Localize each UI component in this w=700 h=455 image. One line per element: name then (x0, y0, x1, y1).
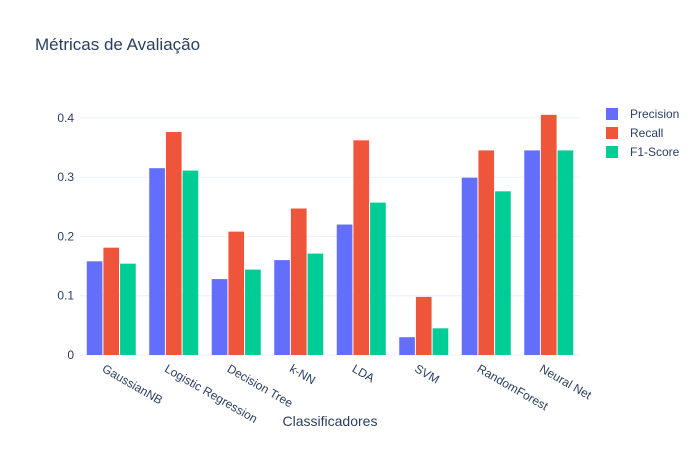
bar-precision[interactable] (86, 261, 103, 355)
bar-recall[interactable] (540, 114, 557, 355)
legend-label[interactable]: F1-Score (630, 145, 680, 159)
legend-label[interactable]: Precision (630, 107, 679, 121)
bar-precision[interactable] (336, 224, 353, 355)
bar-recall[interactable] (415, 296, 432, 355)
bar-recall[interactable] (478, 150, 495, 355)
legend-swatch[interactable] (606, 108, 618, 120)
legend[interactable]: Precision Recall F1-Score (606, 107, 680, 159)
bar-recall[interactable] (290, 208, 307, 355)
bar-precision[interactable] (461, 177, 478, 355)
legend-swatch[interactable] (606, 146, 618, 158)
legend-label[interactable]: Recall (630, 126, 663, 140)
bar-f1-score[interactable] (370, 202, 386, 355)
y-axis-ticks: 0 0.1 0.2 0.3 0.4 (57, 111, 74, 362)
bar-f1-score[interactable] (307, 253, 324, 355)
bar-recall[interactable] (228, 231, 245, 355)
bar-precision[interactable] (211, 279, 228, 355)
bar-precision[interactable] (274, 260, 290, 355)
bar-f1-score[interactable] (432, 328, 449, 355)
x-axis-title: Classificadores (283, 413, 378, 429)
y-tick-label: 0.4 (57, 111, 74, 125)
bars (86, 114, 574, 355)
bar-f1-score[interactable] (120, 263, 136, 355)
bar-precision[interactable] (399, 337, 415, 355)
chart-title: Métricas de Avaliação (35, 35, 200, 54)
bar-recall[interactable] (353, 140, 370, 355)
bar-f1-score[interactable] (182, 170, 199, 355)
y-tick-label: 0 (67, 348, 74, 362)
y-tick-label: 0.3 (57, 170, 74, 184)
y-tick-label: 0.2 (57, 229, 74, 243)
legend-swatch[interactable] (606, 127, 618, 139)
bar-precision[interactable] (149, 168, 165, 355)
bar-recall[interactable] (103, 247, 120, 355)
bar-f1-score[interactable] (495, 191, 511, 355)
bar-f1-score[interactable] (245, 269, 261, 355)
bar-f1-score[interactable] (557, 150, 574, 355)
bar-recall[interactable] (165, 132, 182, 355)
bar-precision[interactable] (524, 150, 540, 355)
y-tick-label: 0.1 (57, 289, 74, 303)
